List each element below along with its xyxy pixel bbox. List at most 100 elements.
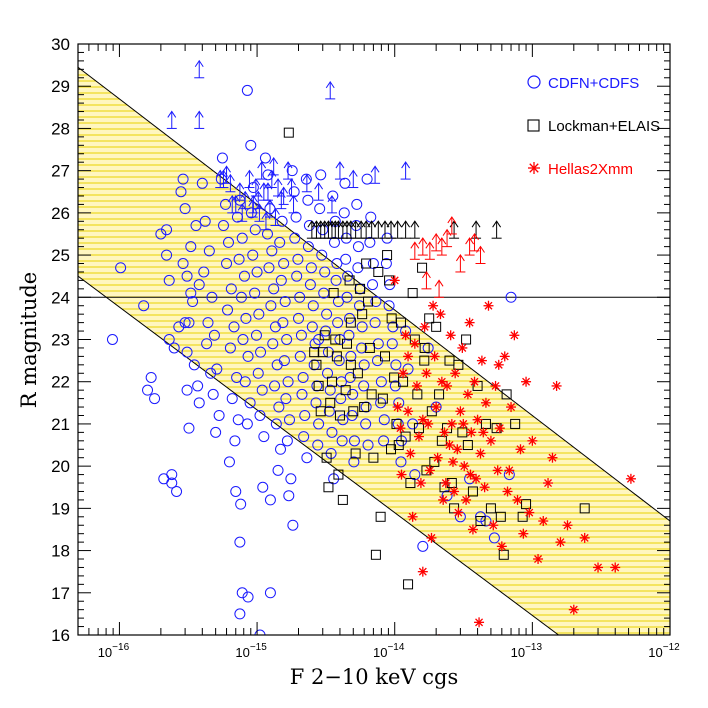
upper-limit-arrow: [348, 169, 359, 189]
upper-limit-arrow: [469, 232, 480, 252]
hellas2xmm-point: [457, 342, 468, 353]
cdfn-cdfs-point: [281, 435, 293, 447]
cdfn-cdfs-point: [307, 300, 319, 312]
cdfn-cdfs-point: [358, 359, 370, 371]
cdfn-cdfs-point: [358, 380, 370, 392]
hellas2xmm-point: [493, 359, 504, 370]
hellas2xmm-point: [485, 435, 496, 446]
cdfn-cdfs-point: [206, 291, 218, 303]
cdfn-cdfs-point: [326, 426, 338, 438]
cdfn-cdfs-point: [340, 253, 352, 265]
cdfn-cdfs-point: [263, 262, 275, 274]
upper-limit-arrow: [464, 237, 475, 256]
upper-limit-arrow: [380, 220, 391, 239]
cdfn-cdfs-point: [223, 456, 235, 468]
cdfn-cdfs-point: [264, 494, 276, 506]
hellas2xmm-point: [524, 507, 535, 518]
cdfn-cdfs-point: [220, 198, 232, 210]
cdfn-cdfs-point: [291, 270, 303, 282]
cdfn-cdfs-point: [294, 291, 306, 303]
lockman-elais-point: [366, 389, 377, 400]
upper-limit-arrow: [455, 254, 466, 273]
lockman-elais-point: [337, 494, 348, 505]
cdfn-cdfs-point: [348, 456, 360, 468]
hellas2xmm-point: [504, 465, 515, 476]
lockman-elais-point: [340, 385, 351, 396]
hellas2xmm-point: [479, 482, 490, 493]
upper-limit-arrow: [283, 161, 294, 180]
lockman-elais-point: [319, 330, 330, 341]
hellas2xmm-point: [440, 478, 451, 489]
legend-circle-marker: [527, 75, 541, 89]
cdfn-cdfs-point: [286, 165, 298, 177]
cdfn-cdfs-point: [294, 350, 306, 362]
hellas2xmm-point: [499, 351, 510, 362]
hellas2xmm-point: [459, 461, 470, 472]
cdfn-cdfs-point: [356, 342, 368, 354]
hellas2xmm-point: [551, 380, 562, 391]
cdfn-cdfs-point: [273, 401, 285, 413]
hellas2xmm-point: [445, 330, 456, 341]
cdfn-cdfs-point: [145, 371, 157, 383]
cdfn-cdfs-point: [245, 139, 257, 151]
upper-limit-arrow: [268, 156, 279, 176]
data-points: [106, 59, 636, 635]
upper-limit-arrow: [370, 165, 381, 184]
hellas2xmm-point: [471, 473, 482, 484]
hellas2xmm-point: [447, 456, 458, 467]
cdfn-cdfs-point: [203, 245, 215, 257]
upper-limit-arrow: [256, 161, 267, 180]
cdfn-cdfs-point: [241, 418, 253, 430]
cdfn-cdfs-point: [343, 329, 355, 341]
cdfn-cdfs-point: [230, 485, 242, 497]
cdfn-cdfs-point: [289, 232, 301, 244]
lockman-elais-point: [350, 448, 361, 459]
cdfn-cdfs-point: [163, 274, 175, 286]
hellas2xmm-point: [464, 317, 475, 328]
upper-limit-arrow: [334, 161, 345, 180]
cdfn-cdfs-point: [236, 587, 248, 599]
hellas2xmm-point: [466, 427, 477, 438]
cdfn-cdfs-point: [270, 418, 282, 430]
cdfn-cdfs-point: [301, 452, 313, 464]
cdfn-cdfs-point: [390, 359, 402, 371]
cdfn-cdfs-point: [161, 224, 173, 236]
upper-limit-arrow: [194, 110, 205, 129]
y-tick-label: 24: [51, 288, 70, 307]
lockman-elais-point: [498, 549, 509, 560]
cdfn-cdfs-point: [369, 317, 381, 329]
lockman-elais-point: [377, 393, 388, 404]
cdfn-cdfs-point: [278, 355, 290, 367]
cdfn-cdfs-point: [240, 312, 252, 324]
cdfn-cdfs-point: [155, 228, 167, 240]
cdfn-cdfs-point: [378, 435, 390, 447]
hellas2xmm-point: [449, 486, 460, 497]
cdfn-cdfs-point: [352, 241, 364, 253]
cdfn-cdfs-point: [356, 321, 368, 333]
cdfn-cdfs-point: [238, 270, 250, 282]
lockman-elais-point: [328, 288, 339, 299]
cdfn-cdfs-point: [324, 384, 336, 396]
upper-limit-arrow: [409, 220, 420, 239]
hellas2xmm-point: [417, 566, 428, 577]
upper-limit-arrow: [286, 178, 297, 197]
cdfn-cdfs-point: [257, 481, 269, 493]
y-tick-label: 19: [51, 499, 70, 518]
hellas2xmm-point: [547, 452, 558, 463]
cdfn-cdfs-point: [163, 334, 175, 345]
lockman-elais-point: [517, 511, 528, 522]
legend: CDFN+CDFS Lockman+ELAIS Hellas2Xmm: [527, 75, 660, 178]
cdfn-cdfs-point: [217, 220, 229, 232]
lockman-elais-point: [311, 359, 322, 370]
upper-limit-arrow: [386, 220, 397, 239]
cdfn-cdfs-point: [417, 540, 429, 552]
cdfn-cdfs-point: [345, 350, 357, 362]
hellas2xmm-point: [494, 423, 505, 434]
cdfn-cdfs-point: [192, 380, 204, 392]
lockman-elais-point: [345, 317, 356, 328]
hellas2xmm-point: [458, 418, 469, 429]
upper-limit-arrow: [301, 173, 312, 193]
lockman-elais-point: [461, 334, 472, 345]
hellas2xmm-point: [490, 380, 501, 391]
hellas2xmm-point: [462, 389, 473, 400]
